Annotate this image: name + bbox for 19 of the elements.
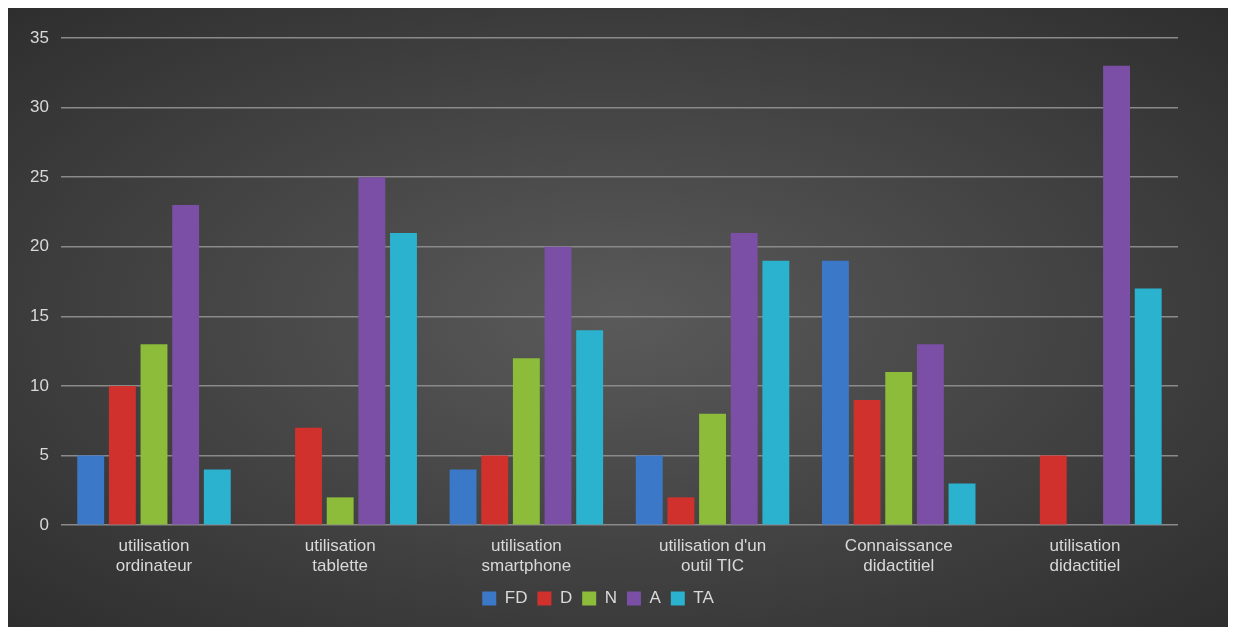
y-tick-label: 30 [29,97,49,117]
y-tick-label: 5 [39,445,49,465]
x-tick-label: utilisation didactitiel [1049,536,1121,576]
legend-label: N [604,588,617,608]
legend-label: D [559,588,573,608]
y-tick-label: 35 [29,27,49,47]
y-tick-label: 0 [39,514,49,534]
x-tick-label: utilisation smartphone [481,536,572,576]
y-tick-label: 25 [29,166,49,186]
y-tick-label: 10 [29,375,49,395]
legend-label: A [649,588,662,608]
legend-label: TA [693,588,715,608]
x-tick-label: utilisation d'un outil TIC [658,536,767,576]
legend-label: FD [504,588,528,608]
x-tick-label: utilisation tablette [304,536,376,576]
y-tick-label: 15 [29,306,49,326]
x-tick-label: utilisation ordinateur [115,536,193,576]
y-tick-label: 20 [29,236,49,256]
x-tick-label: Connaissance didactitiel [844,536,953,576]
